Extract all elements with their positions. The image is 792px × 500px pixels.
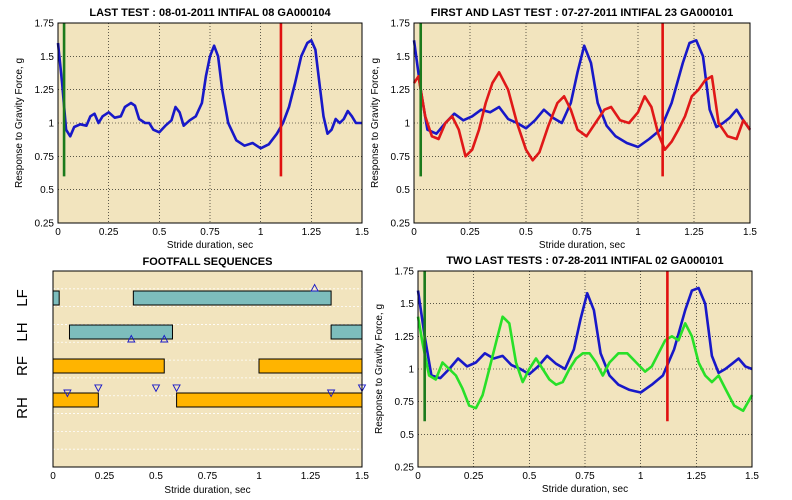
- event-triangle-down: [94, 384, 103, 393]
- plot-frame: [52, 270, 363, 468]
- footfall-bar-rh: [52, 392, 99, 408]
- x-tick-label: 0.25: [460, 227, 480, 238]
- lane-label-lh: LH: [14, 322, 31, 341]
- x-tick-label: 1.5: [355, 471, 369, 482]
- x-axis-label: Stride duration, sec: [542, 484, 628, 495]
- series-line-1: [412, 71, 752, 162]
- chart-panel-3: 0 0.25 0.5 0.75 1 1.25 1.50.250.50.7511.251.51…: [374, 255, 759, 495]
- event-triangle-down: [326, 389, 336, 398]
- series-line-1: [416, 315, 754, 413]
- y-tick-label: 0.5: [40, 185, 54, 196]
- x-tick-label: 0: [55, 227, 61, 238]
- x-tick-label: 1.5: [743, 227, 757, 238]
- x-tick-label: 1.5: [745, 471, 759, 482]
- plot-frame: [57, 22, 363, 224]
- event-triangle-up: [159, 334, 169, 343]
- x-tick-label: 1.25: [301, 471, 321, 482]
- lane-label-lf: LF: [14, 289, 31, 307]
- series-line-0: [56, 38, 362, 150]
- x-axis-label: Stride duration, sec: [164, 485, 250, 496]
- plot-frame: [413, 22, 751, 224]
- x-tick-label: 1: [258, 227, 264, 238]
- x-tick-label: 0.5: [152, 227, 166, 238]
- x-tick-label: 1.25: [302, 227, 322, 238]
- y-axis-label: Response to Gravity Force, g: [374, 304, 385, 434]
- y-tick-label: 1.75: [395, 267, 415, 278]
- y-tick-label: 1.25: [35, 85, 55, 96]
- x-tick-label: 0.75: [575, 471, 595, 482]
- chart-panel-2: LF LH RF RH 0 0.25 0.5 0.75 1 1.25 1.5 FOOTFALL SEQ…: [14, 256, 369, 496]
- series-line-0: [412, 38, 752, 149]
- plot-frame: [417, 270, 753, 468]
- y-tick-label: 1.75: [35, 19, 55, 30]
- x-tick-label: 0: [50, 471, 56, 482]
- x-tick-label: 0: [415, 471, 421, 482]
- y-tick-label: 0.25: [391, 219, 411, 230]
- footfall-bar-lf: [132, 290, 332, 306]
- y-tick-label: 0.75: [391, 152, 411, 163]
- x-tick-label: 0.75: [200, 227, 220, 238]
- y-axis-label: Response to Gravity Force, g: [14, 58, 25, 188]
- x-axis-label: Stride duration, sec: [167, 240, 253, 251]
- y-tick-label: 0.5: [396, 185, 410, 196]
- y-tick-label: 1.75: [391, 19, 411, 30]
- y-tick-label: 0.75: [35, 152, 55, 163]
- y-tick-label: 1.5: [40, 52, 54, 63]
- chart-title: LAST TEST : 08-01-2011 INTIFAL 08 GA0001…: [89, 7, 331, 19]
- chart-title: FIRST AND LAST TEST : 07-27-2011 INTIFAL…: [431, 7, 734, 19]
- footfall-bar-lh: [330, 324, 363, 340]
- x-tick-label: 0.5: [522, 471, 536, 482]
- y-tick-label: 1.5: [400, 299, 414, 310]
- x-tick-label: 0.75: [198, 471, 218, 482]
- footfall-bar-rf: [52, 358, 165, 374]
- footfall-bar-lh: [68, 324, 173, 340]
- y-tick-label: 1.25: [395, 332, 415, 343]
- event-triangle-up: [127, 334, 136, 343]
- event-triangle-up: [310, 283, 319, 292]
- x-tick-label: 1: [635, 227, 641, 238]
- y-tick-label: 1: [48, 119, 54, 130]
- x-tick-label: 1: [638, 471, 644, 482]
- x-tick-label: 0.5: [519, 227, 533, 238]
- chart-panel-1: 0 0.25 0.5 0.75 1 1.25 1.50.250.50.7511.251.51…: [370, 7, 757, 251]
- x-tick-label: 0.25: [99, 227, 119, 238]
- x-tick-label: 1: [256, 471, 262, 482]
- y-tick-label: 1.5: [396, 52, 410, 63]
- y-axis-label: Response to Gravity Force, g: [370, 58, 381, 188]
- x-tick-label: 1.25: [687, 471, 707, 482]
- footfall-bar-rh: [176, 392, 363, 408]
- y-tick-label: 0.25: [35, 219, 55, 230]
- y-tick-label: 0.75: [395, 397, 415, 408]
- x-axis-label: Stride duration, sec: [539, 240, 625, 251]
- series-line-0: [416, 286, 753, 394]
- x-tick-label: 1.25: [684, 227, 704, 238]
- y-tick-label: 1: [408, 365, 414, 376]
- y-tick-label: 0.5: [400, 430, 414, 441]
- chart-panel-0: 0 0.25 0.5 0.75 1 1.25 1.50.250.50.7511.251.51…: [14, 7, 369, 251]
- y-tick-label: 0.25: [395, 463, 415, 474]
- x-tick-label: 0.25: [95, 471, 115, 482]
- x-tick-label: 1.5: [355, 227, 369, 238]
- footfall-bar-rf: [258, 358, 363, 374]
- chart-title: FOOTFALL SEQUENCES: [143, 256, 273, 268]
- lane-label-rf: RF: [14, 356, 31, 376]
- footfall-bar-lf: [52, 290, 60, 306]
- x-tick-label: 0.5: [149, 471, 163, 482]
- event-triangle-down: [172, 384, 181, 393]
- x-tick-label: 0.25: [464, 471, 484, 482]
- event-triangle-down: [151, 384, 161, 393]
- lane-label-rh: RH: [14, 397, 31, 419]
- x-tick-label: 0.75: [572, 227, 592, 238]
- chart-title: TWO LAST TESTS : 07-28-2011 INTIFAL 02 G…: [446, 255, 723, 267]
- y-tick-label: 1: [404, 119, 410, 130]
- x-tick-label: 0: [411, 227, 417, 238]
- y-tick-label: 1.25: [391, 85, 411, 96]
- event-triangle-down: [63, 389, 72, 398]
